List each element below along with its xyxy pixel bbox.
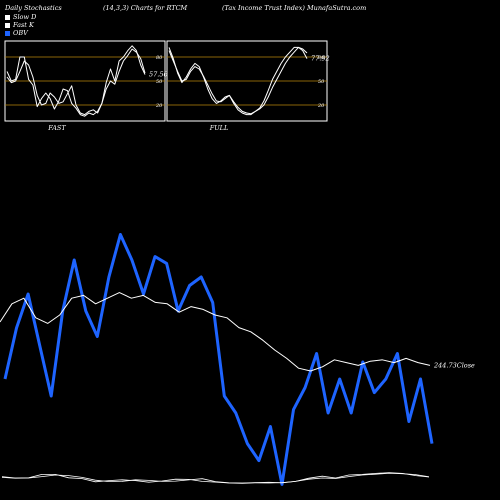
fast-tick-80: 80 (156, 55, 163, 61)
fast-slow-d-line (6, 48, 146, 116)
bottom-fast-k-line (1, 472, 430, 484)
chart-title-mid: (14,3,3) Charts for RTCM (103, 4, 188, 12)
fast-value-label: 57.56 (149, 71, 168, 79)
close-value-label: 244.73Close (433, 361, 475, 369)
legend-obv-label: OBV (13, 29, 28, 37)
chart-title-right: (Tax Income Trust Index) MunafaSutra.com (222, 4, 367, 12)
fast-fast-k-line (6, 45, 146, 117)
fast-tick-50: 50 (156, 79, 163, 85)
full-tick-80: 80 (318, 55, 325, 61)
legend-fast-k-label: Fast K (13, 21, 34, 29)
legend-slow-d-swatch (5, 14, 10, 20)
fast-panel-title: FAST (47, 124, 66, 132)
legend-slow-d-label: Slow D (13, 13, 37, 21)
bottom-slow-d-line (1, 472, 430, 484)
legend-obv-swatch (5, 30, 10, 36)
legend-fast-k: Fast K (5, 21, 34, 29)
chart-title-left: Daily Stochastics (5, 4, 62, 12)
obv-line (3, 233, 434, 486)
full-slow-d-line (168, 46, 308, 115)
legend-slow-d: Slow D (5, 13, 36, 21)
full-tick-20: 20 (317, 103, 325, 109)
full-fast-k-line (168, 46, 308, 116)
legend-obv: OBV (5, 29, 28, 37)
full-panel-title: FULL (209, 124, 229, 132)
close-line (0, 292, 431, 372)
full-value-label: 77.92 (311, 55, 330, 63)
fast-tick-20: 20 (155, 103, 163, 109)
legend-fast-k-swatch (5, 22, 10, 28)
full-tick-50: 50 (318, 79, 325, 85)
